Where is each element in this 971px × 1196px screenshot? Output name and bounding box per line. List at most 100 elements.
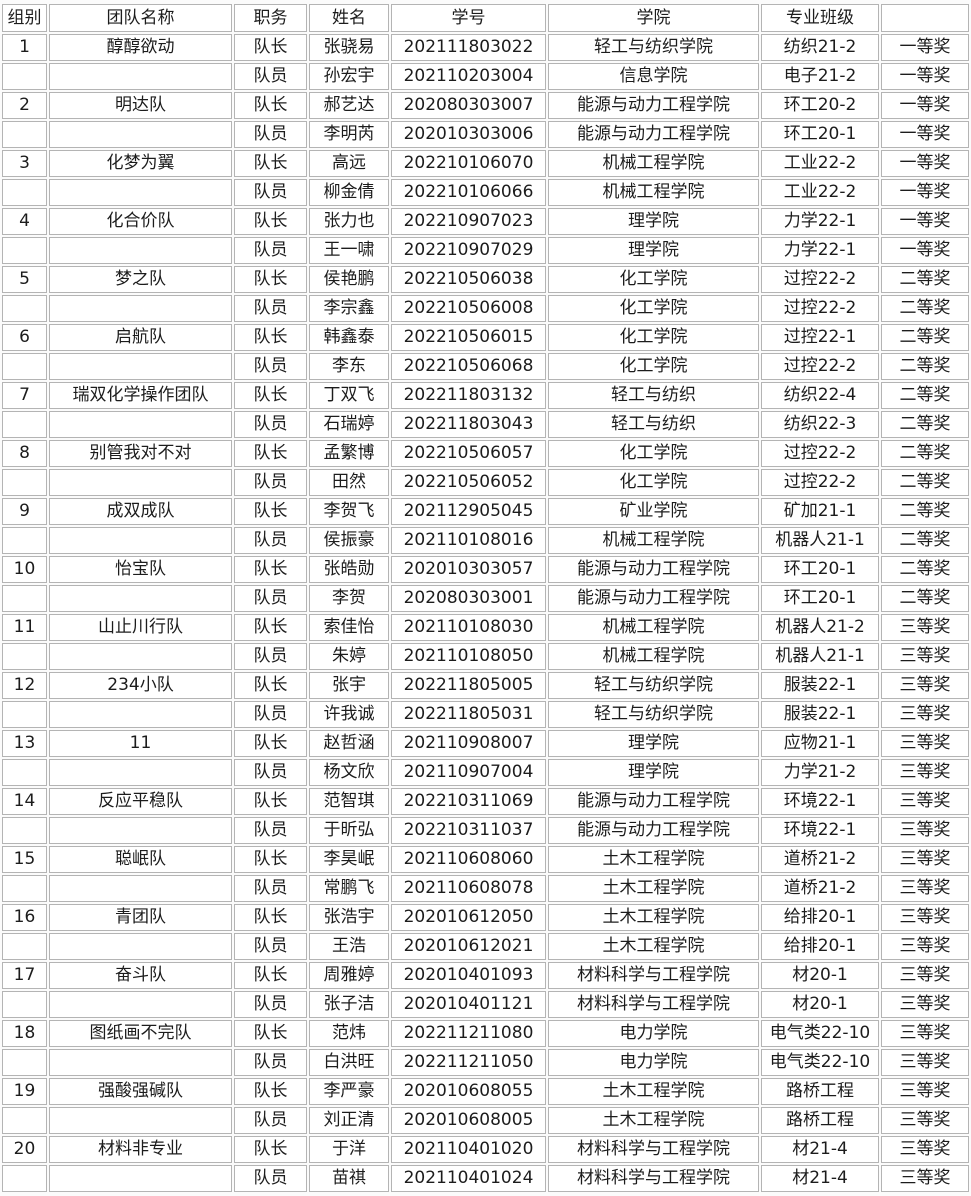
table-row: 8 别管我对不对 队长 孟繁博 202210506057 化工学院 过控22-2… — [2, 440, 969, 467]
cell-member-name: 李贺 — [309, 585, 389, 612]
cell-group-number: 11 — [2, 614, 47, 641]
cell-team-name: 材料非专业 — [49, 1136, 232, 1163]
col-header-role: 职务 — [234, 4, 307, 32]
cell-member-name: 李宗鑫 — [309, 295, 389, 322]
cell-college: 土木工程学院 — [548, 933, 759, 960]
cell-team-name: 234小队 — [49, 672, 232, 699]
cell-role: 队长 — [234, 1020, 307, 1047]
cell-major-class: 过控22-2 — [761, 440, 879, 467]
cell-college: 化工学院 — [548, 266, 759, 293]
cell-college: 能源与动力工程学院 — [548, 788, 759, 815]
col-header-group: 组别 — [2, 4, 47, 32]
cell-role: 队员 — [234, 237, 307, 264]
cell-role: 队员 — [234, 411, 307, 438]
cell-team-name: 聪岷队 — [49, 846, 232, 873]
cell-group-number — [2, 237, 47, 264]
cell-student-id: 202010401121 — [391, 991, 546, 1018]
cell-team-name: 瑞双化学操作团队 — [49, 382, 232, 409]
cell-member-name: 柳金倩 — [309, 179, 389, 206]
cell-member-name: 侯艳鹏 — [309, 266, 389, 293]
cell-group-number — [2, 701, 47, 728]
cell-major-class: 过控22-2 — [761, 353, 879, 380]
cell-member-name: 高远 — [309, 150, 389, 177]
cell-team-name: 图纸画不完队 — [49, 1020, 232, 1047]
cell-group-number: 13 — [2, 730, 47, 757]
cell-student-id: 202211803043 — [391, 411, 546, 438]
cell-award: 三等奖 — [881, 1049, 969, 1076]
cell-member-name: 白洪旺 — [309, 1049, 389, 1076]
cell-college: 化工学院 — [548, 440, 759, 467]
cell-member-name: 范炜 — [309, 1020, 389, 1047]
cell-member-name: 丁双飞 — [309, 382, 389, 409]
cell-member-name: 李昊岷 — [309, 846, 389, 873]
cell-student-id: 202112905045 — [391, 498, 546, 525]
cell-group-number — [2, 527, 47, 554]
cell-role: 队员 — [234, 643, 307, 670]
cell-member-name: 赵哲涵 — [309, 730, 389, 757]
cell-role: 队长 — [234, 1136, 307, 1163]
table-row: 队员 石瑞婷 202211803043 轻工与纺织 纺织22-3 二等奖 — [2, 411, 969, 438]
cell-award: 二等奖 — [881, 266, 969, 293]
cell-group-number: 17 — [2, 962, 47, 989]
cell-college: 土木工程学院 — [548, 875, 759, 902]
cell-group-number: 9 — [2, 498, 47, 525]
cell-member-name: 刘正清 — [309, 1107, 389, 1134]
cell-award: 三等奖 — [881, 614, 969, 641]
cell-major-class: 过控22-1 — [761, 324, 879, 351]
cell-college: 理学院 — [548, 730, 759, 757]
cell-team-name: 成双成队 — [49, 498, 232, 525]
table-row: 队员 李明芮 202010303006 能源与动力工程学院 环工20-1 一等奖 — [2, 121, 969, 148]
table-row: 15 聪岷队 队长 李昊岷 202110608060 土木工程学院 道桥21-2… — [2, 846, 969, 873]
cell-major-class: 力学22-1 — [761, 208, 879, 235]
cell-major-class: 材20-1 — [761, 991, 879, 1018]
cell-member-name: 索佳怡 — [309, 614, 389, 641]
col-header-name: 姓名 — [309, 4, 389, 32]
cell-college: 信息学院 — [548, 63, 759, 90]
cell-member-name: 张宇 — [309, 672, 389, 699]
cell-student-id: 202210506038 — [391, 266, 546, 293]
cell-student-id: 202211211050 — [391, 1049, 546, 1076]
cell-college: 轻工与纺织学院 — [548, 701, 759, 728]
cell-role: 队长 — [234, 92, 307, 119]
cell-student-id: 202110608060 — [391, 846, 546, 873]
cell-role: 队长 — [234, 266, 307, 293]
table-row: 14 反应平稳队 队长 范智琪 202210311069 能源与动力工程学院 环… — [2, 788, 969, 815]
table-row: 1 醇醇欲动 队长 张骁易 202111803022 轻工与纺织学院 纺织21-… — [2, 34, 969, 61]
table-row: 队员 杨文欣 202110907004 理学院 力学21-2 三等奖 — [2, 759, 969, 786]
cell-student-id: 202211211080 — [391, 1020, 546, 1047]
cell-major-class: 机器人21-1 — [761, 527, 879, 554]
cell-team-name: 怡宝队 — [49, 556, 232, 583]
cell-award: 一等奖 — [881, 63, 969, 90]
table-row: 队员 常鹏飞 202110608078 土木工程学院 道桥21-2 三等奖 — [2, 875, 969, 902]
cell-member-name: 张皓勋 — [309, 556, 389, 583]
cell-team-name — [49, 991, 232, 1018]
cell-award: 三等奖 — [881, 672, 969, 699]
cell-role: 队员 — [234, 1165, 307, 1192]
cell-award: 三等奖 — [881, 875, 969, 902]
cell-role: 队长 — [234, 730, 307, 757]
cell-major-class: 应物21-1 — [761, 730, 879, 757]
cell-award: 三等奖 — [881, 730, 969, 757]
cell-major-class: 过控22-2 — [761, 266, 879, 293]
cell-major-class: 材21-4 — [761, 1136, 879, 1163]
cell-student-id: 202080303007 — [391, 92, 546, 119]
cell-award: 三等奖 — [881, 962, 969, 989]
cell-team-name — [49, 411, 232, 438]
cell-college: 机械工程学院 — [548, 643, 759, 670]
cell-role: 队长 — [234, 788, 307, 815]
cell-group-number — [2, 1165, 47, 1192]
cell-group-number: 6 — [2, 324, 47, 351]
cell-award: 三等奖 — [881, 1136, 969, 1163]
cell-major-class: 机器人21-2 — [761, 614, 879, 641]
cell-student-id: 202110108030 — [391, 614, 546, 641]
cell-college: 理学院 — [548, 208, 759, 235]
cell-award: 二等奖 — [881, 353, 969, 380]
cell-member-name: 周雅婷 — [309, 962, 389, 989]
cell-team-name: 启航队 — [49, 324, 232, 351]
cell-student-id: 202211805005 — [391, 672, 546, 699]
cell-major-class: 力学21-2 — [761, 759, 879, 786]
cell-award: 三等奖 — [881, 1165, 969, 1192]
cell-group-number: 7 — [2, 382, 47, 409]
cell-group-number: 15 — [2, 846, 47, 873]
cell-group-number: 4 — [2, 208, 47, 235]
